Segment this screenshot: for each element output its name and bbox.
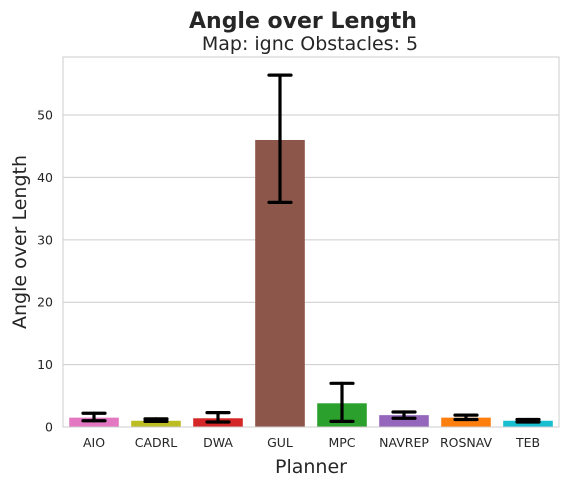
y-tick-label: 50 <box>37 108 53 123</box>
y-ticks: 0 10 20 30 40 50 <box>37 108 53 435</box>
x-tick-label: TEB <box>515 435 540 450</box>
error-bars <box>81 73 541 424</box>
y-tick-label: 30 <box>37 232 53 247</box>
y-tick-label: 40 <box>37 170 53 185</box>
x-tick-label: AIO <box>83 435 105 450</box>
chart-subtitle: Map: ignc Obstacles: 5 <box>202 33 418 55</box>
grid-lines <box>63 114 559 366</box>
bar <box>131 420 181 427</box>
bar <box>503 420 553 427</box>
x-tick-label: CADRL <box>135 435 178 450</box>
x-tick-label: GUL <box>267 435 293 450</box>
x-tick-label: ROSNAV <box>440 435 493 450</box>
x-tick-label: DWA <box>203 435 233 450</box>
bar <box>441 417 491 427</box>
x-tick-label: NAVREP <box>379 435 429 450</box>
y-tick-label: 10 <box>37 357 53 372</box>
y-axis-label: Angle over Length <box>9 155 31 329</box>
x-ticks: AIO CADRL DWA GUL MPC NAVREP ROSNAV TEB <box>83 435 540 450</box>
y-tick-label: 20 <box>37 295 53 310</box>
plot-area <box>63 57 559 427</box>
chart-title: Angle over Length <box>189 9 417 34</box>
x-axis-label: Planner <box>275 456 347 478</box>
plot-frame <box>62 56 560 428</box>
x-tick-label: MPC <box>328 435 355 450</box>
y-tick-label: 0 <box>45 420 53 435</box>
bar <box>379 415 429 427</box>
